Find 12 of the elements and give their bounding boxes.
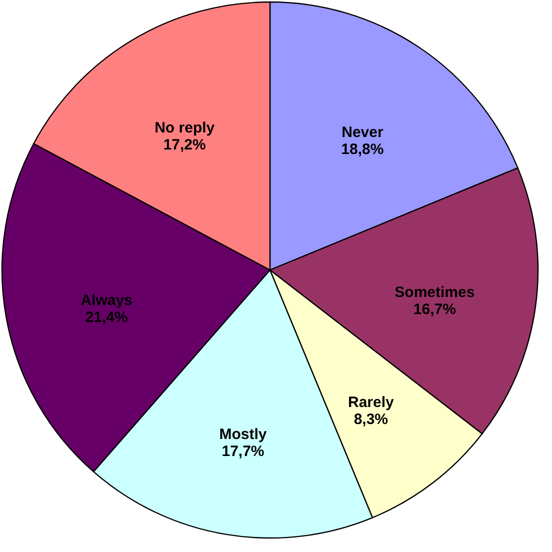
data-label: 18,8% xyxy=(341,140,384,158)
slice-label: Always xyxy=(80,292,132,309)
slice-label: Rarely xyxy=(348,394,395,411)
slice-label: Sometimes xyxy=(394,284,475,302)
slice-label: Mostly xyxy=(219,426,268,443)
slice-label: Never xyxy=(342,124,384,141)
data-label: 8,3% xyxy=(354,410,388,428)
data-label: 17,2% xyxy=(163,136,206,154)
data-label: 17,7% xyxy=(222,442,264,460)
slice-label: No reply xyxy=(154,119,216,136)
data-label: 16,7% xyxy=(413,301,456,318)
data-label: 21,4% xyxy=(85,308,128,326)
